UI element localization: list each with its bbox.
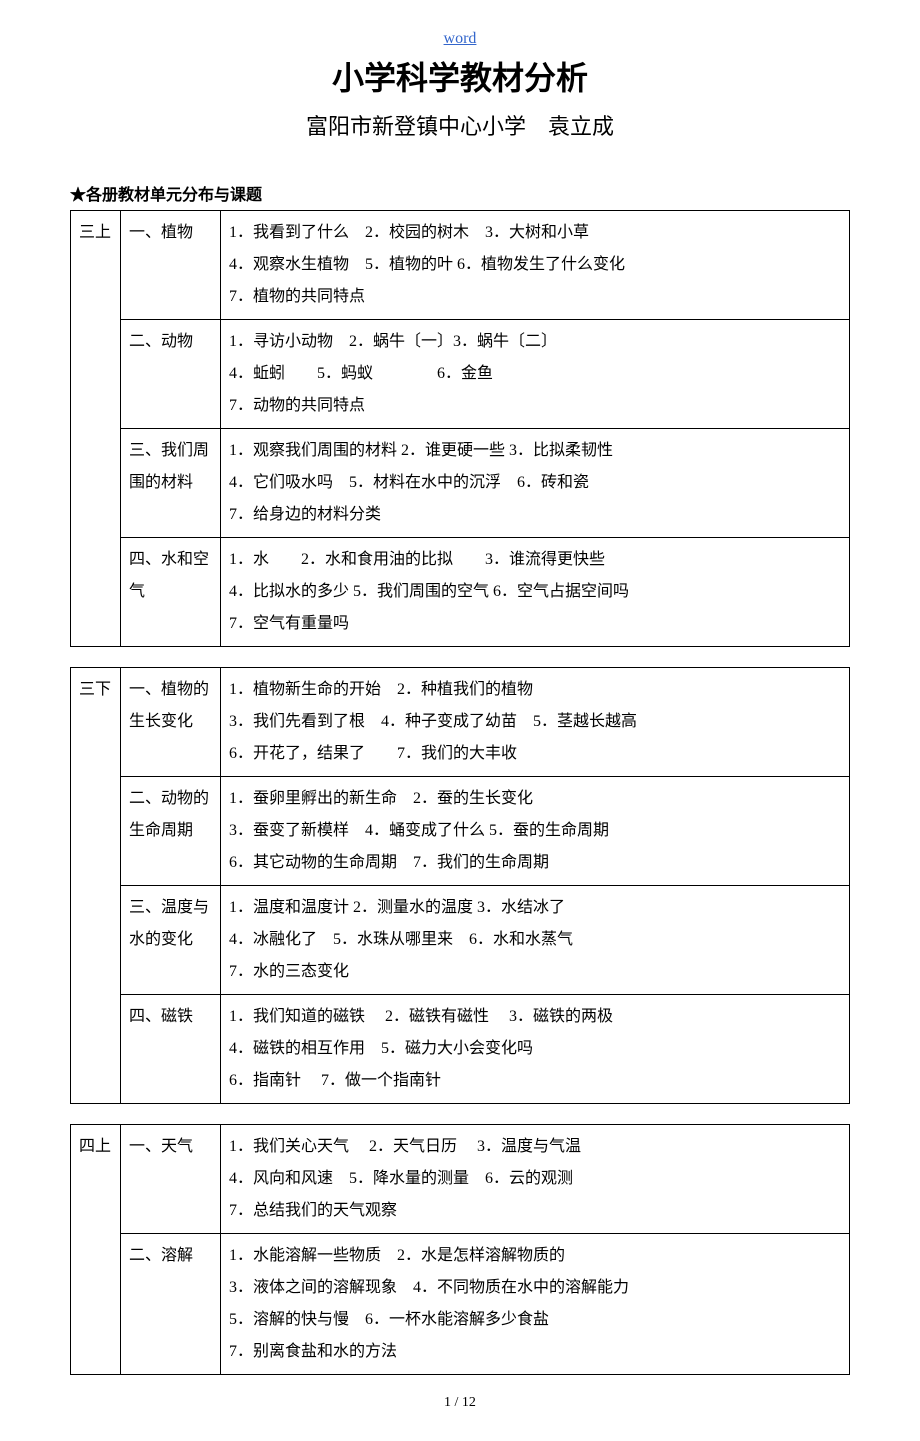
unit-name-cell: 二、溶解 xyxy=(121,1234,221,1375)
table-row: 四上一、天气1．我们关心天气 2．天气日历 3．温度与气温 4．风向和风速 5．… xyxy=(71,1125,850,1234)
unit-name-cell: 二、动物的生命周期 xyxy=(121,777,221,886)
grade-table: 四上一、天气1．我们关心天气 2．天气日历 3．温度与气温 4．风向和风速 5．… xyxy=(70,1124,850,1375)
unit-name-cell: 四、磁铁 xyxy=(121,995,221,1104)
grade-table: 三下一、植物的生长变化1．植物新生命的开始 2．种植我们的植物 3．我们先看到了… xyxy=(70,667,850,1104)
section-header: ★各册教材单元分布与课题 xyxy=(70,181,850,205)
table-row: 三上一、植物1．我看到了什么 2．校园的树木 3．大树和小草 4．观察水生植物 … xyxy=(71,211,850,320)
grade-table: 三上一、植物1．我看到了什么 2．校园的树木 3．大树和小草 4．观察水生植物 … xyxy=(70,210,850,647)
table-row: 四、水和空气1．水 2．水和食用油的比拟 3．谁流得更快些 4．比拟水的多少 5… xyxy=(71,538,850,647)
lessons-cell: 1．我们知道的磁铁 2．磁铁有磁性 3．磁铁的两极 4．磁铁的相互作用 5．磁力… xyxy=(221,995,850,1104)
tables-container: 三上一、植物1．我看到了什么 2．校园的树木 3．大树和小草 4．观察水生植物 … xyxy=(70,210,850,1375)
grade-cell: 三上 xyxy=(71,211,121,647)
lessons-cell: 1．观察我们周围的材料 2．谁更硬一些 3．比拟柔韧性 4．它们吸水吗 5．材料… xyxy=(221,429,850,538)
page-number: 1 / 12 xyxy=(70,1395,850,1411)
unit-name-cell: 四、水和空气 xyxy=(121,538,221,647)
header-word-link: word xyxy=(70,30,850,48)
table-row: 三、温度与水的变化1．温度和温度计 2．测量水的温度 3．水结冰了 4．冰融化了… xyxy=(71,886,850,995)
lessons-cell: 1．水 2．水和食用油的比拟 3．谁流得更快些 4．比拟水的多少 5．我们周围的… xyxy=(221,538,850,647)
unit-name-cell: 三、温度与水的变化 xyxy=(121,886,221,995)
lessons-cell: 1．植物新生命的开始 2．种植我们的植物 3．我们先看到了根 4．种子变成了幼苗… xyxy=(221,668,850,777)
unit-name-cell: 一、植物 xyxy=(121,211,221,320)
table-row: 三下一、植物的生长变化1．植物新生命的开始 2．种植我们的植物 3．我们先看到了… xyxy=(71,668,850,777)
lessons-cell: 1．温度和温度计 2．测量水的温度 3．水结冰了 4．冰融化了 5．水珠从哪里来… xyxy=(221,886,850,995)
lessons-cell: 1．水能溶解一些物质 2．水是怎样溶解物质的 3．液体之间的溶解现象 4．不同物… xyxy=(221,1234,850,1375)
unit-name-cell: 一、天气 xyxy=(121,1125,221,1234)
grade-cell: 三下 xyxy=(71,668,121,1104)
table-row: 四、磁铁1．我们知道的磁铁 2．磁铁有磁性 3．磁铁的两极 4．磁铁的相互作用 … xyxy=(71,995,850,1104)
table-row: 二、动物1．寻访小动物 2．蜗牛〔一〕3．蜗牛〔二〕 4．蚯蚓 5．蚂蚁 6．金… xyxy=(71,320,850,429)
table-row: 二、溶解1．水能溶解一些物质 2．水是怎样溶解物质的 3．液体之间的溶解现象 4… xyxy=(71,1234,850,1375)
lessons-cell: 1．寻访小动物 2．蜗牛〔一〕3．蜗牛〔二〕 4．蚯蚓 5．蚂蚁 6．金鱼 7．… xyxy=(221,320,850,429)
unit-name-cell: 二、动物 xyxy=(121,320,221,429)
unit-name-cell: 一、植物的生长变化 xyxy=(121,668,221,777)
table-row: 三、我们周围的材料1．观察我们周围的材料 2．谁更硬一些 3．比拟柔韧性 4．它… xyxy=(71,429,850,538)
page-subtitle: 富阳市新登镇中心小学 袁立成 xyxy=(70,109,850,141)
unit-name-cell: 三、我们周围的材料 xyxy=(121,429,221,538)
grade-cell: 四上 xyxy=(71,1125,121,1375)
lessons-cell: 1．我看到了什么 2．校园的树木 3．大树和小草 4．观察水生植物 5．植物的叶… xyxy=(221,211,850,320)
page-title: 小学科学教材分析 xyxy=(70,53,850,99)
table-row: 二、动物的生命周期1．蚕卵里孵出的新生命 2．蚕的生长变化 3．蚕变了新模样 4… xyxy=(71,777,850,886)
lessons-cell: 1．蚕卵里孵出的新生命 2．蚕的生长变化 3．蚕变了新模样 4．蛹变成了什么 5… xyxy=(221,777,850,886)
lessons-cell: 1．我们关心天气 2．天气日历 3．温度与气温 4．风向和风速 5．降水量的测量… xyxy=(221,1125,850,1234)
